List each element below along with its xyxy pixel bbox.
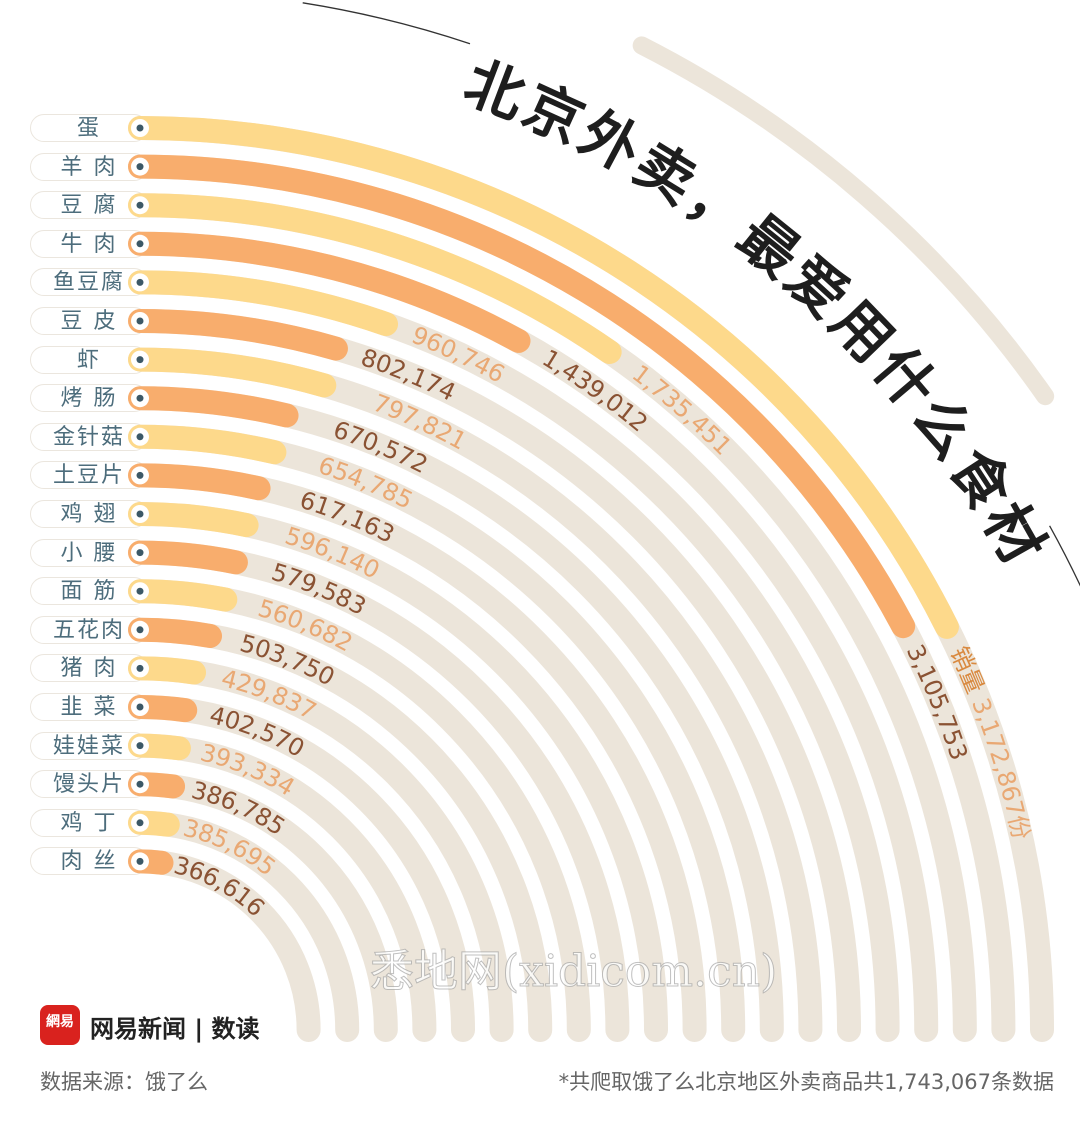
category-label: 鸡 丁: [30, 808, 148, 837]
decorative-line-left: [302, 2, 471, 45]
category-label: 牛 肉: [30, 229, 148, 258]
category-label: 猪 肉: [30, 654, 148, 683]
value-label: 销量 3,172,867份: [945, 642, 1036, 842]
value-label: 617,163: [296, 486, 398, 549]
value-label: 366,616: [171, 851, 270, 922]
bar-track: [128, 849, 321, 1042]
category-label: 面 筋: [30, 577, 148, 606]
category-label: 豆 皮: [30, 307, 148, 335]
value-label: 654,785: [315, 451, 417, 515]
category-label: 娃娃菜: [30, 731, 148, 760]
category-label: 蛋: [30, 114, 148, 142]
value-label: 503,750: [237, 629, 339, 691]
bar: [128, 579, 238, 612]
bar: [128, 386, 299, 428]
value-label: 386,785: [189, 776, 291, 841]
bar: [128, 231, 531, 353]
value-label: 3,105,753: [901, 640, 973, 764]
category-label: 豆 腐: [30, 191, 148, 220]
watermark: 悉地网(xidicom.cn): [369, 946, 778, 998]
bar: [128, 424, 287, 465]
category-label: 金针菇: [30, 422, 148, 451]
bar: [128, 193, 622, 364]
category-label: 羊 肉: [30, 152, 148, 181]
decorative-arc: [632, 36, 1055, 406]
chart-title: 北京外卖，最爱用什么食材: [456, 48, 1060, 579]
category-label: 五花肉: [30, 615, 148, 644]
brand-name: 网易新闻 | 数读: [90, 1015, 260, 1043]
value-label: 385,695: [180, 814, 281, 882]
bar: [128, 656, 207, 685]
value-label: 1,735,451: [627, 359, 737, 460]
netease-logo: 網易: [40, 1005, 80, 1045]
value-label: 960,746: [408, 321, 510, 389]
category-label: 鸡 翅: [30, 500, 148, 528]
category-label: 虾: [30, 345, 148, 374]
bar: [128, 617, 223, 648]
category-label: 鱼豆腐: [30, 268, 148, 297]
value-label: 1,439,012: [537, 344, 653, 438]
value-label: 802,174: [357, 343, 459, 406]
data-source: 数据来源：饿了么: [40, 1070, 208, 1094]
bar-track: [128, 193, 977, 1042]
bar-track: [128, 231, 939, 1042]
bar: [128, 502, 259, 538]
value-label: 579,583: [268, 558, 370, 621]
value-label: 402,570: [207, 701, 309, 763]
bar: [128, 540, 248, 575]
bar-track: [128, 347, 823, 1042]
value-label: 596,140: [282, 522, 384, 585]
value-label: 797,821: [369, 389, 471, 456]
bar-track: [128, 116, 1054, 1042]
bar-track: [128, 154, 1016, 1042]
value-label: 393,334: [198, 739, 300, 802]
bar: [128, 463, 271, 501]
category-label: 馒头片: [30, 770, 148, 799]
bar-track: [128, 772, 398, 1042]
value-label: 429,837: [218, 664, 320, 725]
category-label: 小 腰: [30, 538, 148, 567]
bar: [128, 154, 916, 639]
bar: [128, 116, 959, 639]
category-label: 土豆片: [30, 461, 148, 490]
category-label: 肉 丝: [30, 847, 148, 876]
value-label: 560,682: [255, 594, 357, 657]
bar-track: [128, 270, 900, 1042]
unit-label: 销量: [945, 642, 993, 704]
value-text: 3,172,867份: [966, 694, 1035, 842]
bar: [128, 270, 399, 337]
value-label: 670,572: [330, 415, 432, 479]
bar-track: [128, 309, 861, 1042]
bar-track: [128, 810, 360, 1042]
bar: [128, 309, 348, 361]
bar: [128, 347, 337, 398]
category-label: 烤 肠: [30, 384, 148, 413]
category-label: 韭 菜: [30, 693, 148, 721]
data-note: *共爬取饿了么北京地区外卖商品共1,743,067条数据: [558, 1070, 1054, 1094]
decorative-line-right: [1049, 525, 1080, 587]
